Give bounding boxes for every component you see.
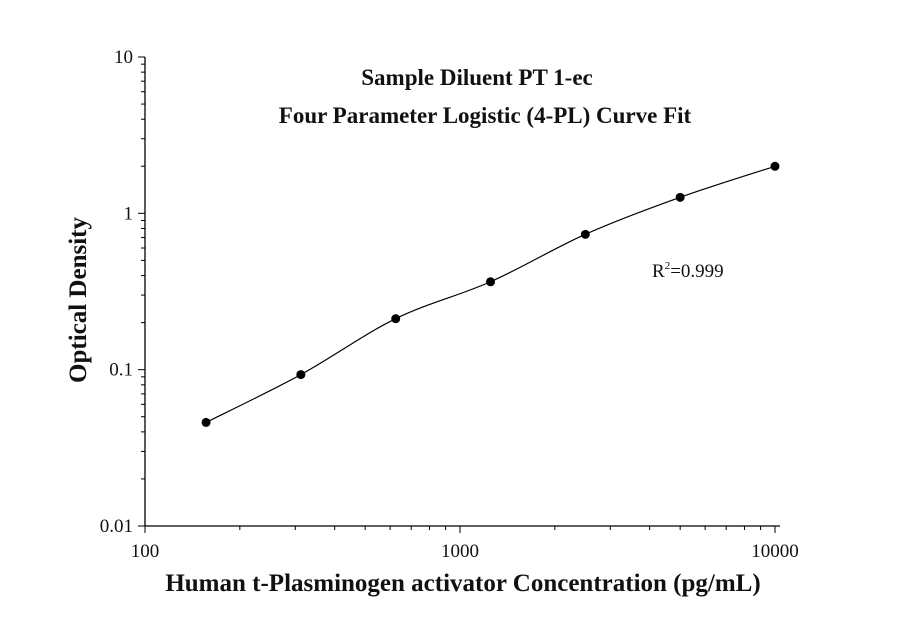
- data-point: [770, 161, 780, 171]
- chart-subtitle: Four Parameter Logistic (4-PL) Curve Fit: [279, 103, 692, 128]
- fit-curve: [205, 165, 776, 423]
- data-point: [486, 277, 496, 287]
- y-tick-label: 0.01: [100, 516, 133, 537]
- data-point: [675, 192, 685, 202]
- data-point: [580, 229, 590, 239]
- y-tick-label: 0.1: [109, 360, 133, 381]
- y-axis-label: Optical Density: [65, 217, 92, 383]
- x-tick-label: 1000: [441, 541, 479, 562]
- data-point: [296, 370, 306, 380]
- chart-title: Sample Diluent PT 1-ec: [361, 65, 592, 90]
- y-tick-label: 10: [114, 47, 133, 68]
- data-point: [391, 314, 401, 324]
- r-squared-annotation: R2=0.999: [652, 260, 724, 282]
- x-tick-label: 100: [131, 541, 160, 562]
- data-point: [201, 417, 211, 427]
- x-tick-label: 10000: [751, 541, 799, 562]
- y-tick-label: 1: [124, 203, 134, 224]
- x-axis-label: Human t-Plasminogen activator Concentrat…: [165, 570, 760, 597]
